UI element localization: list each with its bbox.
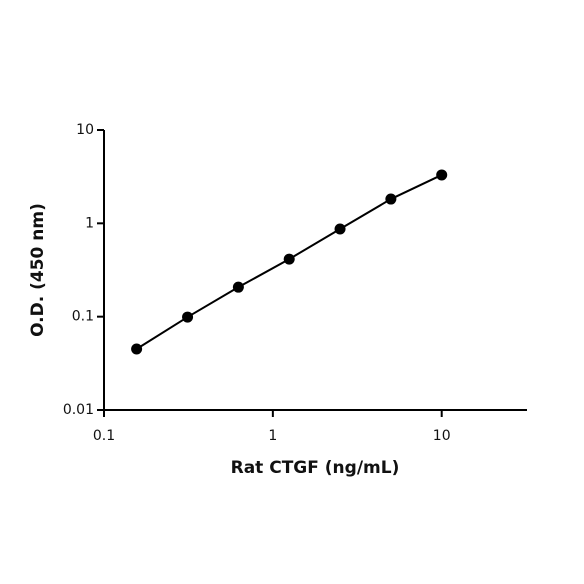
data-point — [385, 193, 397, 205]
data-point — [283, 253, 295, 265]
x-axis-title: Rat CTGF (ng/mL) — [231, 458, 400, 478]
y-tick-label: 1 — [85, 215, 94, 231]
data-point — [436, 169, 448, 181]
y-tick-label: 0.1 — [72, 309, 94, 325]
y-tick-label: 10 — [76, 122, 94, 138]
y-axis-title: O.D. (450 nm) — [28, 203, 48, 337]
data-point — [131, 343, 143, 355]
data-point — [232, 281, 244, 293]
data-point — [182, 311, 194, 323]
x-tick-label: 0.1 — [93, 428, 115, 444]
y-tick-label: 0.01 — [63, 402, 94, 418]
data-point — [334, 223, 346, 235]
x-tick-label: 10 — [433, 428, 451, 444]
x-tick-label: 1 — [268, 428, 277, 444]
